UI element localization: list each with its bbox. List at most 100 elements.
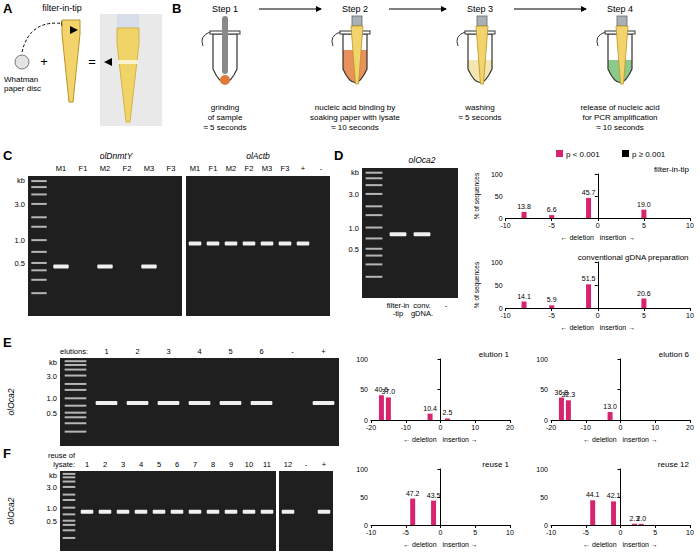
svg-text:elutions:: elutions: xyxy=(60,347,88,356)
svg-text:50: 50 xyxy=(360,494,368,501)
svg-text:M2: M2 xyxy=(100,164,110,173)
svg-text:0: 0 xyxy=(596,312,600,319)
svg-text:2.5: 2.5 xyxy=(443,409,453,416)
svg-text:washing: washing xyxy=(464,103,494,112)
svg-text:← deletion insertion →: ← deletion insertion → xyxy=(403,541,478,548)
svg-text:0: 0 xyxy=(619,424,623,431)
svg-text:0: 0 xyxy=(544,522,548,529)
svg-text:45.7: 45.7 xyxy=(582,189,596,196)
svg-text:5: 5 xyxy=(157,460,161,469)
svg-text:F: F xyxy=(3,446,11,461)
svg-text:-5: -5 xyxy=(549,312,555,319)
svg-text:20.6: 20.6 xyxy=(637,290,651,297)
svg-text:3.0: 3.0 xyxy=(47,483,57,492)
svg-text:M2: M2 xyxy=(226,164,236,173)
svg-text:0: 0 xyxy=(439,424,443,431)
svg-text:olDnmtY: olDnmtY xyxy=(100,151,134,161)
svg-text:0: 0 xyxy=(499,215,503,222)
svg-text:100: 100 xyxy=(536,466,548,473)
svg-text:5: 5 xyxy=(642,312,646,319)
svg-text:D: D xyxy=(334,148,343,163)
svg-text:elution 1: elution 1 xyxy=(479,350,510,359)
svg-text:-: - xyxy=(305,460,308,469)
svg-text:=: = xyxy=(88,54,96,69)
svg-text:10.4: 10.4 xyxy=(423,405,437,412)
svg-text:F2: F2 xyxy=(245,164,254,173)
svg-text:47.2: 47.2 xyxy=(406,490,420,497)
svg-text:F1: F1 xyxy=(209,164,218,173)
svg-text:1.0: 1.0 xyxy=(47,394,57,403)
svg-text:M3: M3 xyxy=(262,164,272,173)
svg-text:≈ 10 seconds: ≈ 10 seconds xyxy=(596,123,644,132)
svg-text:32.3: 32.3 xyxy=(562,391,576,398)
svg-text:50: 50 xyxy=(540,494,548,501)
svg-text:≈ 5 seconds: ≈ 5 seconds xyxy=(203,123,246,132)
svg-text:0: 0 xyxy=(364,522,368,529)
svg-text:E: E xyxy=(3,335,12,350)
svg-text:nucleic acid binding by: nucleic acid binding by xyxy=(315,103,396,112)
svg-text:8: 8 xyxy=(211,460,215,469)
svg-text:1.0: 1.0 xyxy=(349,224,359,233)
svg-text:-tip: -tip xyxy=(393,309,403,318)
svg-text:10: 10 xyxy=(245,460,253,469)
svg-text:Whatman: Whatman xyxy=(4,75,38,84)
svg-text:-: - xyxy=(320,164,323,173)
svg-text:% of sequences: % of sequences xyxy=(473,172,481,219)
svg-text:F3: F3 xyxy=(167,164,176,173)
svg-text:F2: F2 xyxy=(123,164,132,173)
svg-text:← deletion insertion →: ← deletion insertion → xyxy=(560,234,635,241)
svg-text:A: A xyxy=(3,1,13,16)
svg-text:+: + xyxy=(322,460,327,469)
svg-text:+: + xyxy=(40,54,48,69)
svg-text:12: 12 xyxy=(284,460,292,469)
svg-text:0.5: 0.5 xyxy=(47,517,57,526)
svg-text:10: 10 xyxy=(686,312,694,319)
svg-text:release of nucleic acid: release of nucleic acid xyxy=(580,103,659,112)
svg-text:4: 4 xyxy=(197,347,201,356)
svg-text:← deletion insertion →: ← deletion insertion → xyxy=(403,436,478,443)
svg-text:13.0: 13.0 xyxy=(603,403,617,410)
svg-text:43.5: 43.5 xyxy=(427,492,441,499)
svg-text:filter-in-tip: filter-in-tip xyxy=(42,3,82,13)
svg-text:2: 2 xyxy=(135,347,139,356)
svg-text:50: 50 xyxy=(495,282,503,289)
svg-text:reuse 12: reuse 12 xyxy=(658,460,690,469)
svg-text:for PCR amplification: for PCR amplification xyxy=(582,113,657,122)
svg-text:C: C xyxy=(3,148,13,163)
svg-text:1.0: 1.0 xyxy=(15,236,25,245)
svg-text:p < 0.001: p < 0.001 xyxy=(566,150,600,159)
svg-text:10: 10 xyxy=(506,529,514,536)
svg-text:+: + xyxy=(321,347,326,356)
svg-text:2.0: 2.0 xyxy=(636,515,646,522)
svg-text:filter-in-tip: filter-in-tip xyxy=(654,165,690,174)
svg-text:Step 1: Step 1 xyxy=(212,4,238,14)
svg-text:reuse 1: reuse 1 xyxy=(482,460,509,469)
svg-text:≈ 5 seconds: ≈ 5 seconds xyxy=(458,113,501,122)
svg-text:kb: kb xyxy=(17,176,25,185)
svg-text:3.0: 3.0 xyxy=(349,190,359,199)
svg-text:3.0: 3.0 xyxy=(15,200,25,209)
svg-text:0: 0 xyxy=(619,529,623,536)
svg-text:gDNA.: gDNA. xyxy=(411,309,433,318)
svg-text:6.6: 6.6 xyxy=(547,206,557,213)
svg-text:100: 100 xyxy=(491,259,503,266)
svg-text:0: 0 xyxy=(439,529,443,536)
svg-text:51.5: 51.5 xyxy=(582,275,596,282)
svg-text:5: 5 xyxy=(473,529,477,536)
svg-text:← deletion insertion →: ← deletion insertion → xyxy=(583,541,658,548)
svg-text:F3: F3 xyxy=(281,164,290,173)
svg-text:0.5: 0.5 xyxy=(15,259,25,268)
svg-text:Step 2: Step 2 xyxy=(342,4,368,14)
svg-text:5: 5 xyxy=(653,529,657,536)
svg-text:← deletion insertion →: ← deletion insertion → xyxy=(583,436,658,443)
svg-text:soaking paper with lysate: soaking paper with lysate xyxy=(310,113,400,122)
svg-text:44.1: 44.1 xyxy=(586,491,600,498)
svg-text:-10: -10 xyxy=(546,529,556,536)
svg-text:13.8: 13.8 xyxy=(517,203,531,210)
svg-text:1.0: 1.0 xyxy=(47,504,57,513)
svg-text:20: 20 xyxy=(686,424,694,431)
svg-text:reuse of: reuse of xyxy=(48,451,76,460)
svg-text:14.1: 14.1 xyxy=(517,293,531,300)
svg-text:7: 7 xyxy=(193,460,197,469)
svg-text:p ≥ 0.001: p ≥ 0.001 xyxy=(632,150,666,159)
